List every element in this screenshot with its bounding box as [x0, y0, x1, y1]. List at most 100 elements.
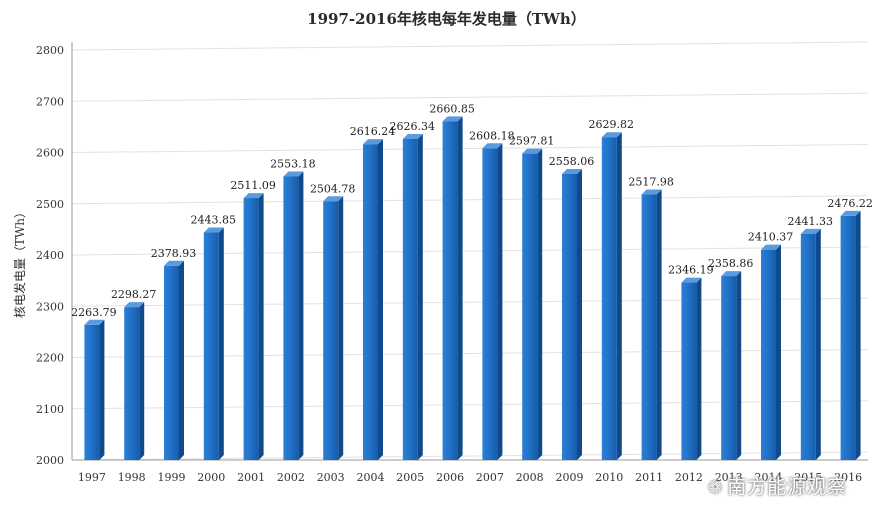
bar-value-label: 2616.24	[350, 125, 396, 138]
bar-value-label: 2476.22	[827, 197, 873, 210]
bar-top	[402, 134, 423, 140]
chart-title: 1997-2016年核电每年发电量（TWh）	[307, 10, 586, 28]
x-tick-label: 2000	[197, 471, 225, 484]
bar-top	[601, 132, 622, 138]
bar-top	[522, 148, 543, 154]
bar	[522, 153, 538, 460]
bar-value-label: 2608.18	[469, 129, 515, 142]
bar-value-label: 2441.33	[788, 215, 834, 228]
bar-side	[577, 168, 582, 460]
bar	[164, 265, 179, 460]
bars	[84, 116, 861, 461]
bar-top	[761, 244, 781, 250]
data-labels: 2263.79 2298.27 2378.93 2443.85 2511.09 2553.…	[71, 102, 873, 318]
bar-value-label: 2660.85	[429, 102, 475, 115]
bar	[323, 201, 339, 461]
bar	[243, 198, 259, 460]
x-tick-label: 2006	[436, 471, 464, 484]
bar-side	[179, 260, 184, 460]
x-tick-label: 2010	[595, 471, 623, 484]
bar-top	[800, 228, 821, 234]
x-tick-label: 2003	[317, 471, 345, 484]
bar	[363, 144, 378, 460]
y-tick-label: 2100	[36, 403, 64, 416]
bar-top	[363, 139, 383, 145]
y-tick-label: 2200	[36, 352, 64, 365]
bar-side	[417, 134, 423, 461]
x-tick-label: 2009	[556, 471, 584, 484]
x-tick-label: 2015	[794, 471, 822, 484]
bar-side	[616, 132, 622, 460]
bar	[761, 249, 776, 460]
bar-top	[124, 302, 145, 308]
bar	[124, 307, 140, 460]
bar-value-label: 2626.34	[390, 120, 436, 133]
bar-side	[298, 171, 304, 461]
bar-top	[323, 196, 344, 202]
x-tick-label: 2012	[675, 471, 703, 484]
x-tick-label: 2016	[834, 471, 862, 484]
axes: 2000 2100 2200 2300 2400 2500 2600 2700 2800 1997…	[36, 42, 868, 484]
bar-side	[497, 143, 503, 461]
x-tick-label: 2008	[516, 471, 544, 484]
gridline	[71, 195, 869, 205]
gridline	[71, 349, 869, 358]
bar-value-label: 2378.93	[151, 247, 197, 260]
bar	[402, 139, 418, 461]
bar-top	[641, 189, 662, 195]
bar-top	[840, 210, 861, 216]
bar-top	[283, 171, 304, 177]
bar	[681, 282, 697, 460]
bar	[562, 173, 577, 460]
bar-value-label: 2358.86	[708, 257, 754, 270]
bar-side	[855, 210, 861, 460]
gridline	[71, 144, 869, 153]
bar	[442, 121, 458, 460]
y-tick-label: 2600	[36, 147, 64, 160]
bar-value-label: 2511.09	[230, 179, 276, 192]
bar-side	[218, 227, 224, 460]
bar-top	[681, 277, 702, 283]
watermark: ❁ 南方能源观察	[708, 472, 847, 499]
bar	[482, 148, 498, 461]
bar	[203, 232, 219, 460]
bar-value-label: 2629.82	[589, 118, 635, 131]
bar-side	[776, 244, 781, 460]
bar-top	[164, 260, 184, 266]
y-tick-label: 2300	[36, 300, 64, 313]
bar-top	[482, 143, 503, 149]
y-tick-label: 2700	[36, 95, 64, 108]
y-tick-label: 2000	[36, 454, 64, 467]
gridline	[71, 297, 869, 307]
bar-value-label: 2298.27	[111, 288, 157, 301]
bar-value-label: 2558.06	[549, 155, 595, 168]
bar-side	[99, 319, 105, 460]
bar-value-label: 2263.79	[71, 306, 117, 319]
bar-value-label: 2504.78	[310, 182, 356, 195]
x-tick-label: 2007	[476, 471, 504, 484]
bar-top	[243, 193, 264, 199]
bar-side	[815, 228, 821, 460]
gridline	[71, 92, 869, 102]
x-tick-label: 1999	[158, 471, 186, 484]
bar-side	[338, 196, 344, 461]
y-tick-label: 2800	[36, 44, 64, 57]
x-tick-label: 2004	[357, 471, 385, 484]
bar	[84, 324, 100, 460]
bar-value-label: 2597.81	[509, 135, 555, 148]
bar	[721, 276, 737, 460]
bar	[800, 233, 816, 460]
bar-value-label: 2443.85	[191, 214, 237, 227]
gridline	[71, 400, 869, 410]
bar-side	[537, 148, 543, 460]
bar-side	[736, 271, 742, 460]
x-tick-label: 2002	[277, 471, 305, 484]
bar	[601, 137, 617, 460]
bar-value-label: 2346.19	[668, 264, 714, 277]
x-tick-label: 1998	[118, 471, 146, 484]
gridline	[71, 451, 869, 461]
bar-side	[258, 193, 264, 460]
bar	[840, 215, 856, 460]
x-tick-label: 2001	[237, 471, 265, 484]
bar-top	[562, 168, 582, 174]
